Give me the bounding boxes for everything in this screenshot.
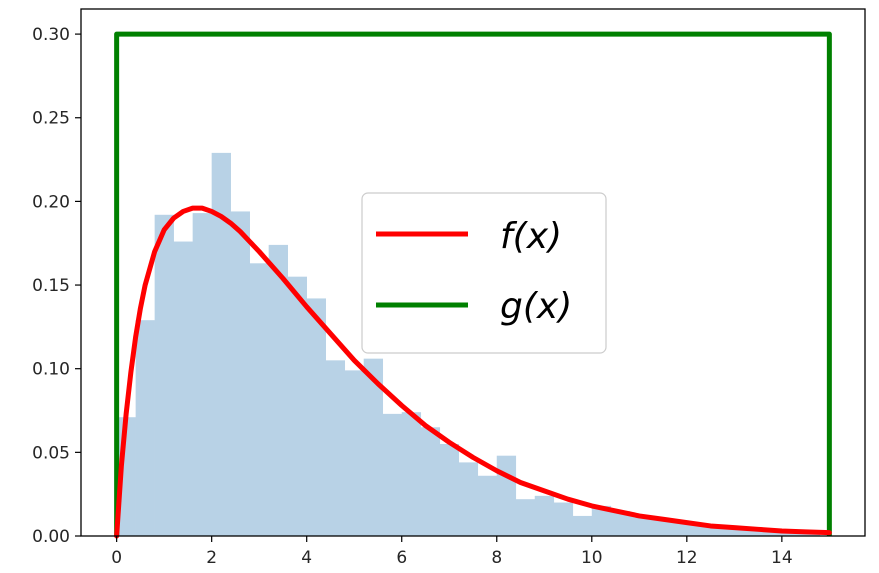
histogram-bar-25 (591, 505, 612, 536)
histogram-bar-34 (762, 530, 783, 536)
histogram-bar-5 (211, 152, 231, 536)
histogram-bar-33 (743, 529, 764, 536)
histogram-bar-17 (439, 443, 460, 536)
histogram-bar-2 (154, 214, 174, 536)
histogram-bar-8 (268, 244, 288, 536)
y-tick-label: 0.25 (32, 109, 70, 129)
histogram-bar-21 (515, 499, 536, 536)
x-tick-label: 14 (771, 548, 793, 568)
x-tick-label: 6 (396, 548, 407, 568)
x-axis-ticks: 0 2 4 6 8 10 12 14 (111, 536, 793, 568)
x-tick-label: 12 (676, 548, 698, 568)
y-tick-label: 0.20 (32, 192, 70, 212)
x-tick-label: 8 (491, 548, 502, 568)
series-line-f (114, 205, 832, 539)
legend: f(x) g(x) (361, 192, 607, 354)
histogram-bar-29 (667, 520, 688, 536)
histogram-bar-19 (477, 475, 498, 536)
histogram-bar-6 (230, 211, 250, 536)
histogram-bar-10 (306, 298, 327, 536)
histogram-bar-22 (534, 495, 555, 536)
y-tick-label: 0.00 (32, 527, 70, 547)
y-tick-label: 0.10 (32, 360, 70, 380)
y-tick-label: 0.30 (32, 25, 70, 45)
x-tick-label: 2 (206, 548, 217, 568)
histogram-bar-16 (420, 427, 441, 536)
histogram-bar-31 (705, 525, 726, 536)
series-lines (114, 31, 832, 539)
histogram-bar-23 (553, 502, 574, 536)
histogram-bar-1 (135, 320, 155, 536)
histogram-bar-15 (401, 412, 422, 536)
histogram-bar-13 (363, 358, 384, 536)
legend-label-f: f(x) (500, 216, 562, 257)
x-tick-label: 10 (581, 548, 603, 568)
histogram-bar-11 (325, 360, 346, 536)
histogram-bar-30 (686, 524, 707, 536)
histogram-bar-26 (610, 510, 631, 536)
histogram-bar-4 (192, 213, 212, 536)
histogram-bar-7 (249, 263, 269, 536)
histogram-bar-14 (382, 413, 403, 536)
histogram-bar-12 (344, 370, 365, 536)
series-line-g (114, 31, 832, 536)
x-tick-label: 0 (111, 548, 122, 568)
legend-box (361, 192, 607, 354)
histogram-bar-9 (287, 276, 307, 536)
histogram-bar-28 (648, 519, 669, 536)
y-tick-label: 0.15 (32, 276, 70, 296)
histogram-bar-3 (173, 241, 193, 537)
histogram-bar-32 (724, 527, 745, 536)
histogram-bar-27 (629, 515, 650, 536)
histogram-bar-24 (572, 515, 593, 536)
histogram-bar-20 (496, 455, 517, 536)
x-tick-label: 4 (301, 548, 312, 568)
y-tick-label: 0.05 (32, 443, 70, 463)
legend-label-g: g(x) (500, 286, 572, 327)
plot-frame (80, 8, 866, 537)
y-axis-ticks: 0.00 0.05 0.10 0.15 0.20 0.25 0.30 (32, 25, 81, 547)
histogram-bar-18 (458, 462, 479, 536)
histogram-bars (116, 152, 821, 537)
